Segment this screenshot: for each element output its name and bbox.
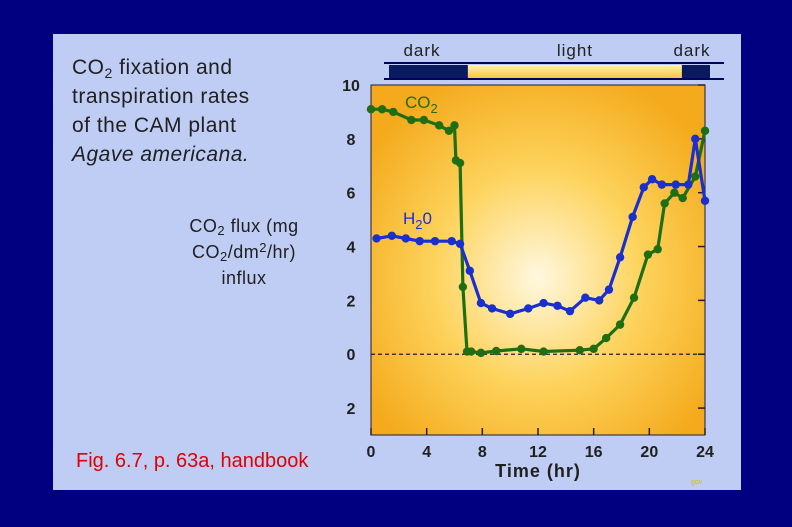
series-point-h20 bbox=[430, 236, 440, 246]
series-point-h20 bbox=[604, 285, 614, 294]
x-axis-title: Time (hr) bbox=[495, 461, 581, 481]
series-point-h20 bbox=[455, 239, 465, 249]
y-tick-label: 2 bbox=[347, 401, 356, 418]
title-line-3: of the CAM plant bbox=[72, 114, 237, 137]
series-point-co2 bbox=[653, 245, 662, 254]
series-point-h20 bbox=[524, 304, 533, 313]
series-point-h20 bbox=[476, 298, 486, 308]
phase-segment-dark-2 bbox=[681, 65, 710, 78]
series-point-co2 bbox=[643, 250, 653, 259]
x-tick-label: 12 bbox=[529, 444, 547, 461]
series-point-h20 bbox=[553, 301, 562, 310]
series-point-co2 bbox=[517, 344, 526, 354]
title-line-1: CO2 fixation and bbox=[72, 56, 233, 81]
series-point-co2 bbox=[700, 126, 710, 135]
series-label-co2: CO2 bbox=[405, 93, 438, 116]
y-axis-label-line-3: influx bbox=[221, 268, 267, 288]
series-point-co2 bbox=[389, 107, 398, 117]
phase-segment-dark-0 bbox=[389, 65, 468, 78]
series-point-h20 bbox=[700, 196, 710, 205]
series-point-co2 bbox=[458, 282, 468, 292]
series-point-co2 bbox=[476, 348, 486, 358]
series-point-co2 bbox=[691, 172, 700, 181]
series-point-h20 bbox=[671, 180, 680, 189]
series-point-co2 bbox=[660, 199, 669, 208]
series-point-co2 bbox=[434, 121, 444, 130]
y-tick-label: 6 bbox=[347, 186, 356, 203]
title-line-2: transpiration rates bbox=[72, 85, 250, 108]
series-point-co2 bbox=[601, 333, 611, 343]
y-tick-label: 8 bbox=[347, 132, 356, 149]
series-point-h20 bbox=[565, 306, 575, 316]
series-point-co2 bbox=[615, 320, 625, 329]
series-point-co2 bbox=[467, 347, 476, 356]
series-point-h20 bbox=[628, 212, 637, 222]
series-point-co2 bbox=[575, 345, 584, 355]
series-point-co2 bbox=[670, 188, 679, 197]
series-point-h20 bbox=[684, 180, 693, 189]
series-point-h20 bbox=[415, 236, 424, 246]
x-tick-label: 24 bbox=[696, 444, 714, 461]
series-point-h20 bbox=[581, 293, 590, 302]
x-tick-label: 4 bbox=[422, 444, 431, 461]
y-tick-label: 2 bbox=[347, 293, 356, 310]
series-point-h20 bbox=[447, 236, 456, 246]
series-point-co2 bbox=[629, 293, 639, 302]
series-point-h20 bbox=[639, 183, 648, 192]
series-point-co2 bbox=[455, 158, 465, 168]
series-point-h20 bbox=[539, 298, 548, 308]
series-point-co2 bbox=[407, 115, 416, 125]
phase-segment-light-1 bbox=[467, 65, 682, 78]
x-tick-label: 0 bbox=[367, 444, 376, 461]
y-tick-label: 0 bbox=[347, 347, 356, 364]
series-point-h20 bbox=[465, 266, 475, 275]
series-point-co2 bbox=[419, 115, 429, 125]
series-point-h20 bbox=[615, 253, 625, 262]
phase-label-dark-0: dark bbox=[403, 41, 440, 60]
series-point-co2 bbox=[450, 121, 459, 130]
series-point-co2 bbox=[366, 105, 376, 114]
y-axis-label-line-1: CO2 flux (mg bbox=[189, 216, 299, 238]
series-point-h20 bbox=[487, 304, 497, 313]
y-tick-label: 10 bbox=[342, 78, 360, 95]
y-tick-label: 4 bbox=[347, 240, 356, 257]
x-tick-label: 16 bbox=[585, 444, 603, 461]
series-point-h20 bbox=[401, 234, 410, 243]
series-point-co2 bbox=[678, 193, 687, 203]
series-point-h20 bbox=[691, 134, 700, 144]
corner-mark: gov bbox=[691, 479, 703, 486]
series-point-co2 bbox=[444, 126, 454, 135]
series-point-h20 bbox=[657, 180, 667, 189]
series-point-h20 bbox=[387, 231, 397, 240]
phase-label-light-1: light bbox=[557, 41, 593, 60]
y-axis-label-line-2: CO2/dm2/hr) bbox=[192, 240, 296, 264]
figure-citation: Fig. 6.7, p. 63a, handbook bbox=[76, 450, 309, 472]
series-point-h20 bbox=[595, 296, 604, 305]
series-point-co2 bbox=[589, 344, 598, 354]
series-label-h20: H20 bbox=[403, 209, 432, 232]
x-tick-label: 8 bbox=[478, 444, 487, 461]
title-line-4-species: Agave americana. bbox=[72, 143, 250, 166]
series-point-co2 bbox=[492, 346, 501, 356]
series-point-h20 bbox=[647, 175, 657, 184]
x-tick-label: 20 bbox=[640, 444, 658, 461]
plot-area bbox=[370, 84, 706, 436]
series-point-h20 bbox=[505, 309, 515, 319]
series-point-h20 bbox=[372, 234, 381, 243]
phase-label-dark-2: dark bbox=[673, 41, 710, 60]
series-point-co2 bbox=[377, 105, 387, 114]
series-point-co2 bbox=[539, 347, 548, 356]
